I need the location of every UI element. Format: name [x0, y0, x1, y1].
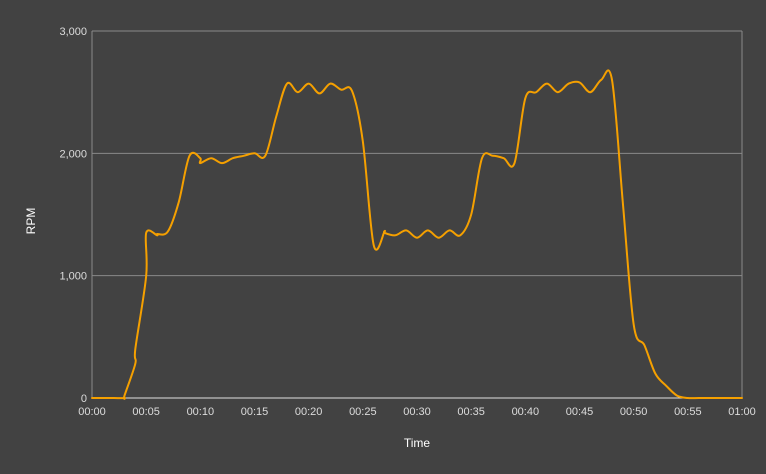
x-tick-label: 00:25 [349, 406, 377, 418]
x-axis-title: Time [404, 436, 431, 450]
y-tick-label: 2,000 [59, 148, 87, 160]
y-tick-label: 1,000 [59, 271, 87, 283]
y-tick-label: 3,000 [59, 26, 87, 38]
x-tick-label: 00:00 [78, 406, 106, 418]
x-tick-label: 00:40 [512, 406, 540, 418]
y-axis-ticks: 0 1,000 2,000 3,000 [59, 26, 87, 405]
x-tick-label: 00:50 [620, 406, 648, 418]
x-tick-label: 00:35 [457, 406, 485, 418]
series-layer [91, 69, 743, 400]
x-tick-label: 00:05 [132, 406, 160, 418]
x-tick-label: 01:00 [728, 406, 756, 418]
x-tick-label: 00:45 [566, 406, 594, 418]
y-axis-title: RPM [24, 208, 38, 235]
x-tick-label: 00:20 [295, 406, 323, 418]
grid [91, 30, 743, 399]
x-axis-ticks: 00:00 00:05 00:10 00:15 00:20 00:25 00:30 00:35… [78, 406, 756, 418]
x-tick-label: 00:30 [403, 406, 431, 418]
rpm-series-line [91, 69, 743, 400]
x-tick-label: 00:55 [674, 406, 702, 418]
y-tick-label: 0 [81, 393, 87, 405]
x-tick-label: 00:15 [241, 406, 269, 418]
x-tick-label: 00:10 [187, 406, 215, 418]
